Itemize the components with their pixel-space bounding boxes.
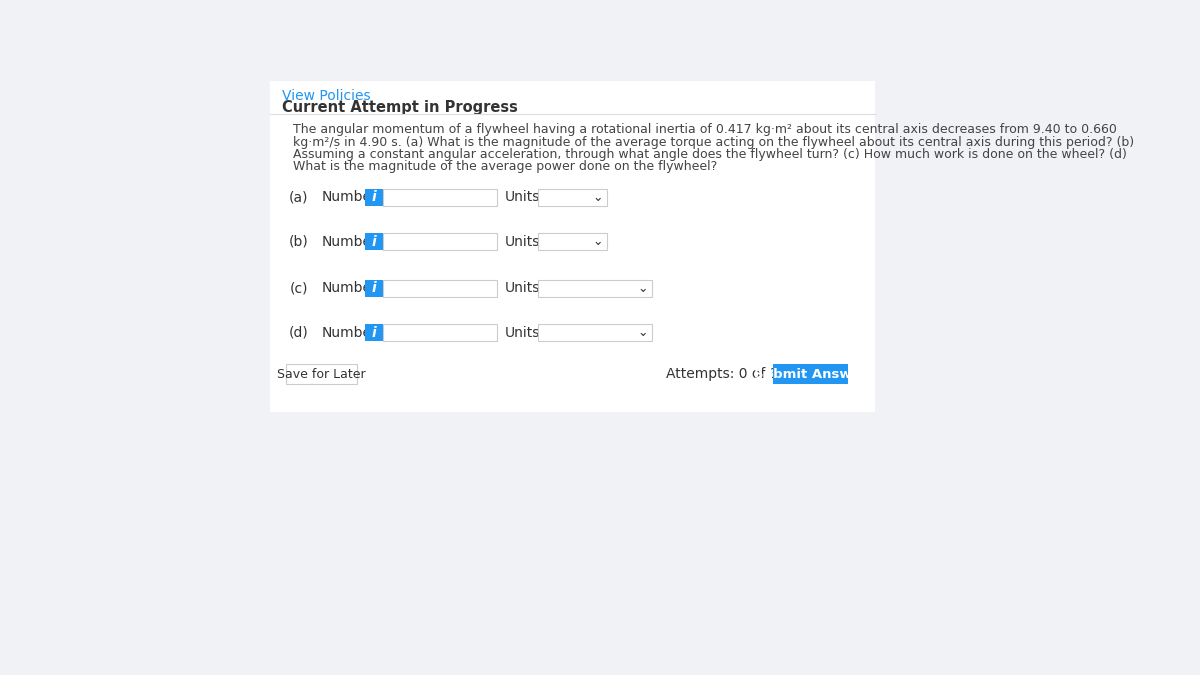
Text: View Policies: View Policies xyxy=(282,88,371,103)
Text: (d): (d) xyxy=(289,326,308,340)
Text: (b): (b) xyxy=(289,235,308,249)
Text: ⌄: ⌄ xyxy=(593,236,604,248)
FancyBboxPatch shape xyxy=(538,234,607,250)
Text: i: i xyxy=(372,190,377,205)
Text: ⌄: ⌄ xyxy=(637,326,648,340)
FancyBboxPatch shape xyxy=(383,324,497,342)
FancyBboxPatch shape xyxy=(383,234,497,250)
Text: Units: Units xyxy=(505,326,540,340)
Text: Number: Number xyxy=(322,281,378,295)
Text: i: i xyxy=(372,326,377,340)
Text: Save for Later: Save for Later xyxy=(277,368,366,381)
FancyBboxPatch shape xyxy=(366,234,383,250)
Text: (c): (c) xyxy=(289,281,308,295)
Text: (a): (a) xyxy=(289,190,308,205)
FancyBboxPatch shape xyxy=(366,279,383,296)
Text: Number: Number xyxy=(322,190,378,205)
Text: The angular momentum of a flywheel having a rotational inertia of 0.417 kg·m² ab: The angular momentum of a flywheel havin… xyxy=(293,124,1117,136)
Text: ⌄: ⌄ xyxy=(593,191,604,204)
Text: Units: Units xyxy=(505,281,540,295)
FancyBboxPatch shape xyxy=(383,279,497,296)
Text: What is the magnitude of the average power done on the flywheel?: What is the magnitude of the average pow… xyxy=(293,160,718,173)
FancyBboxPatch shape xyxy=(538,189,607,206)
Text: Assuming a constant angular acceleration, through what angle does the flywheel t: Assuming a constant angular acceleration… xyxy=(293,148,1127,161)
Text: Number: Number xyxy=(322,235,378,249)
FancyBboxPatch shape xyxy=(366,189,383,206)
FancyBboxPatch shape xyxy=(366,324,383,342)
FancyBboxPatch shape xyxy=(286,364,356,384)
FancyBboxPatch shape xyxy=(538,324,653,342)
FancyBboxPatch shape xyxy=(538,279,653,296)
Text: i: i xyxy=(372,235,377,249)
Text: i: i xyxy=(372,281,377,295)
FancyBboxPatch shape xyxy=(270,81,875,412)
Text: Current Attempt in Progress: Current Attempt in Progress xyxy=(282,101,517,115)
FancyBboxPatch shape xyxy=(383,189,497,206)
Text: Submit Answer: Submit Answer xyxy=(754,368,866,381)
Text: Number: Number xyxy=(322,326,378,340)
FancyBboxPatch shape xyxy=(773,364,847,384)
Text: kg·m²/s in 4.90 s. (a) What is the magnitude of the average torque acting on the: kg·m²/s in 4.90 s. (a) What is the magni… xyxy=(293,136,1134,148)
Text: Units: Units xyxy=(505,235,540,249)
Text: Units: Units xyxy=(505,190,540,205)
Text: Attempts: 0 of 3 used: Attempts: 0 of 3 used xyxy=(666,367,816,381)
Text: ⌄: ⌄ xyxy=(637,281,648,294)
